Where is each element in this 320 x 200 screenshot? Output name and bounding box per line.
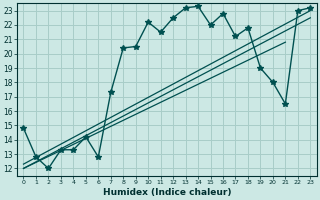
X-axis label: Humidex (Indice chaleur): Humidex (Indice chaleur) (103, 188, 231, 197)
